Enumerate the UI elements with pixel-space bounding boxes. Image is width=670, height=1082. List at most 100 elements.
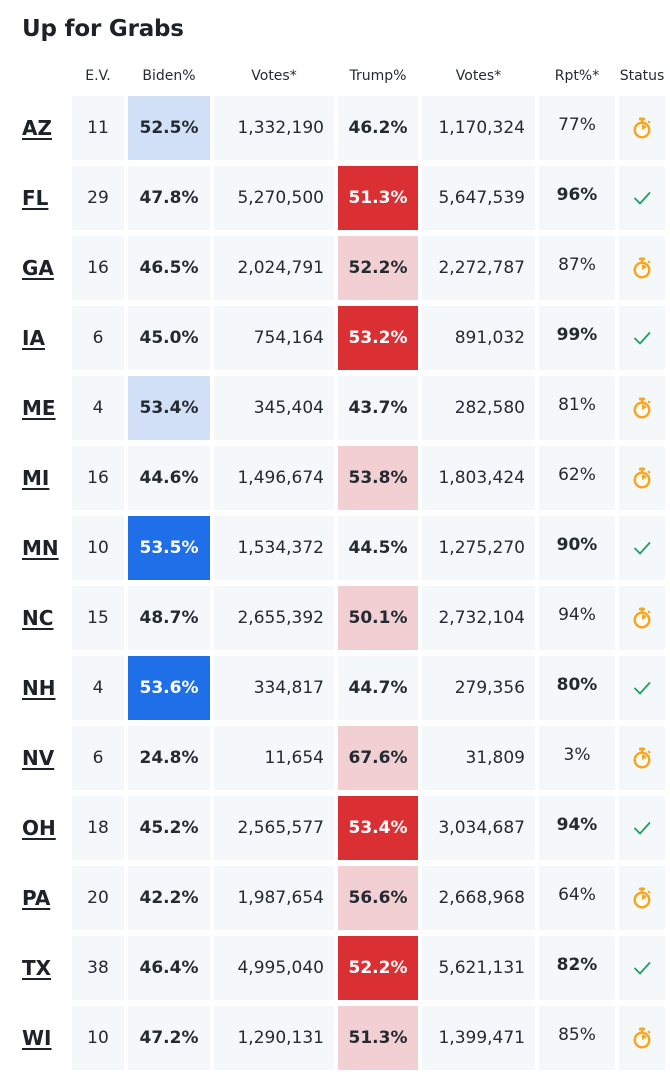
status-cell	[619, 516, 665, 580]
timer-icon	[630, 116, 654, 140]
state-cell: MI	[16, 446, 68, 510]
trump-pct-cell: 44.7%	[338, 656, 418, 720]
state-link[interactable]: MN	[22, 536, 59, 560]
timer-icon	[630, 1026, 654, 1050]
biden-votes-cell: 2,655,392	[214, 586, 334, 650]
trump-pct-cell: 56.6%	[338, 866, 418, 930]
header-biden-pct: Biden%	[142, 68, 196, 84]
timer-icon	[630, 396, 654, 420]
biden-votes-cell: 1,987,654	[214, 866, 334, 930]
reported-cell: 87%	[539, 236, 615, 300]
state-link[interactable]: WI	[22, 1026, 52, 1050]
biden-votes-cell: 1,332,190	[214, 96, 334, 160]
state-link[interactable]: FL	[22, 186, 49, 210]
state-link[interactable]: OH	[22, 816, 56, 840]
biden-votes-cell: 1,290,131	[214, 1006, 334, 1070]
trump-pct-cell: 53.2%	[338, 306, 418, 370]
header-trump-pct: Trump%	[349, 68, 407, 84]
header-biden-votes: Votes*	[251, 68, 297, 84]
check-icon	[631, 677, 653, 699]
biden-votes-cell: 2,565,577	[214, 796, 334, 860]
ev-cell: 10	[72, 516, 124, 580]
ev-cell: 38	[72, 936, 124, 1000]
state-link[interactable]: NH	[22, 676, 56, 700]
trump-votes-cell: 31,809	[422, 726, 535, 790]
biden-pct-cell: 45.0%	[128, 306, 210, 370]
trump-pct-cell: 43.7%	[338, 376, 418, 440]
state-link[interactable]: MI	[22, 466, 50, 490]
ev-cell: 6	[72, 726, 124, 790]
reported-cell: 3%	[539, 726, 615, 790]
check-icon	[631, 957, 653, 979]
results-table: E.V. Biden% Votes* Trump% Votes* Rpt%* S…	[16, 62, 665, 1070]
state-link[interactable]: ME	[22, 396, 56, 420]
state-link[interactable]: GA	[22, 256, 54, 280]
state-cell: NH	[16, 656, 68, 720]
ev-cell: 18	[72, 796, 124, 860]
biden-votes-cell: 754,164	[214, 306, 334, 370]
trump-votes-cell: 5,647,539	[422, 166, 535, 230]
header-status: Status	[619, 68, 665, 84]
page-title: Up for Grabs	[22, 16, 184, 42]
status-cell	[619, 586, 665, 650]
state-link[interactable]: NC	[22, 606, 54, 630]
trump-pct-cell: 52.2%	[338, 936, 418, 1000]
biden-pct-cell: 48.7%	[128, 586, 210, 650]
trump-votes-cell: 1,803,424	[422, 446, 535, 510]
ev-cell: 16	[72, 236, 124, 300]
timer-icon	[630, 746, 654, 770]
status-cell	[619, 376, 665, 440]
trump-votes-cell: 2,732,104	[422, 586, 535, 650]
header-ev: E.V.	[85, 68, 111, 84]
status-cell	[619, 446, 665, 510]
state-link[interactable]: AZ	[22, 116, 52, 140]
timer-icon	[630, 606, 654, 630]
check-icon	[631, 817, 653, 839]
state-cell: FL	[16, 166, 68, 230]
status-cell	[619, 726, 665, 790]
state-link[interactable]: TX	[22, 956, 52, 980]
reported-cell: 85%	[539, 1006, 615, 1070]
reported-cell: 94%	[539, 586, 615, 650]
reported-cell: 81%	[539, 376, 615, 440]
state-cell: TX	[16, 936, 68, 1000]
timer-icon	[630, 886, 654, 910]
biden-votes-cell: 4,995,040	[214, 936, 334, 1000]
biden-pct-cell: 53.5%	[128, 516, 210, 580]
biden-pct-cell: 44.6%	[128, 446, 210, 510]
ev-cell: 4	[72, 656, 124, 720]
status-cell	[619, 166, 665, 230]
status-cell	[619, 236, 665, 300]
biden-votes-cell: 334,817	[214, 656, 334, 720]
check-icon	[631, 537, 653, 559]
state-cell: PA	[16, 866, 68, 930]
trump-votes-cell: 1,275,270	[422, 516, 535, 580]
biden-votes-cell: 1,534,372	[214, 516, 334, 580]
trump-votes-cell: 2,668,968	[422, 866, 535, 930]
header-state	[16, 62, 68, 90]
trump-pct-cell: 53.4%	[338, 796, 418, 860]
reported-cell: 94%	[539, 796, 615, 860]
status-cell	[619, 306, 665, 370]
biden-pct-cell: 42.2%	[128, 866, 210, 930]
biden-pct-cell: 47.2%	[128, 1006, 210, 1070]
trump-pct-cell: 51.3%	[338, 166, 418, 230]
timer-icon	[630, 256, 654, 280]
check-icon	[631, 187, 653, 209]
biden-votes-cell: 2,024,791	[214, 236, 334, 300]
trump-votes-cell: 891,032	[422, 306, 535, 370]
state-cell: GA	[16, 236, 68, 300]
state-link[interactable]: PA	[22, 886, 51, 910]
trump-pct-cell: 67.6%	[338, 726, 418, 790]
biden-votes-cell: 5,270,500	[214, 166, 334, 230]
trump-votes-cell: 279,356	[422, 656, 535, 720]
reported-cell: 64%	[539, 866, 615, 930]
state-cell: MN	[16, 516, 68, 580]
ev-cell: 15	[72, 586, 124, 650]
ev-cell: 20	[72, 866, 124, 930]
state-link[interactable]: NV	[22, 746, 55, 770]
reported-cell: 90%	[539, 516, 615, 580]
biden-pct-cell: 47.8%	[128, 166, 210, 230]
ev-cell: 16	[72, 446, 124, 510]
state-link[interactable]: IA	[22, 326, 45, 350]
